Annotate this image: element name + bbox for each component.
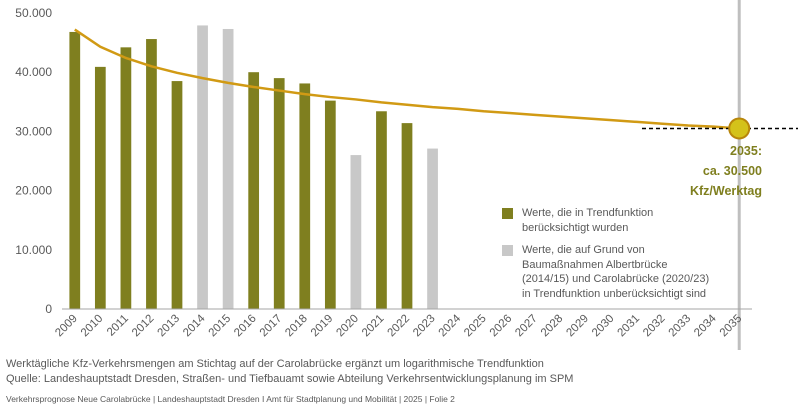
x-tick-label-2016: 2016 (232, 313, 259, 340)
x-tick-label-2024: 2024 (437, 312, 464, 339)
legend-swatch-excluded (502, 245, 513, 256)
x-tick-label-2033: 2033 (667, 313, 694, 340)
bar-2014 (197, 25, 208, 309)
caption: Werktägliche Kfz-Verkehrsmengen am Stich… (6, 357, 573, 386)
x-tick-label-2023: 2023 (411, 313, 438, 340)
legend-item-considered: Werte, die in Trendfunktion berücksichti… (502, 206, 792, 235)
x-tick-label-2017: 2017 (258, 313, 285, 340)
bar-2023 (427, 148, 438, 309)
y-tick-label: 10.000 (15, 243, 52, 257)
bar-2013 (171, 81, 183, 309)
legend-item-excluded: Werte, die auf Grund von Baumaßnahmen Al… (502, 243, 792, 301)
caption-description: Werktägliche Kfz-Verkehrsmengen am Stich… (6, 358, 544, 370)
x-tick-label-2032: 2032 (641, 313, 668, 340)
bar-2019 (324, 100, 336, 309)
bar-2018 (299, 83, 311, 309)
x-tick-label-2025: 2025 (462, 313, 489, 340)
annotation-marker (728, 117, 751, 140)
bar-2011 (120, 47, 132, 309)
y-tick-label: 0 (45, 302, 52, 316)
x-tick-label-2010: 2010 (79, 313, 106, 340)
x-tick-label-2019: 2019 (309, 313, 336, 340)
bar-2015 (222, 28, 234, 309)
x-tick-label-2034: 2034 (692, 312, 719, 339)
x-tick-label-2029: 2029 (564, 313, 591, 340)
bar-2021 (376, 111, 387, 309)
x-tick-label-2011: 2011 (105, 313, 131, 339)
bar-2017 (273, 78, 285, 310)
x-tick-label-2021: 2021 (360, 313, 387, 340)
x-tick-label-2012: 2012 (130, 313, 157, 340)
x-tick-label-2027: 2027 (513, 313, 540, 340)
x-tick-label-2013: 2013 (156, 313, 183, 340)
trend-line (74, 28, 740, 130)
footer: Verkehrsprognose Neue Carolabrücke | Lan… (6, 394, 455, 404)
x-tick-label-2031: 2031 (616, 313, 643, 340)
bar-2012 (146, 39, 157, 309)
y-tick-label: 40.000 (15, 65, 52, 79)
x-tick-label-2028: 2028 (539, 313, 566, 340)
x-tick-label-2022: 2022 (386, 313, 413, 340)
bar-2010 (94, 66, 106, 309)
bar-2022 (401, 123, 413, 309)
annotation-text-line: ca. 30.500 (703, 164, 762, 178)
x-tick-label-2014: 2014 (181, 312, 208, 339)
bar-2016 (248, 72, 260, 309)
annotation-text-line: 2035: (730, 144, 762, 158)
x-tick-label-2009: 2009 (53, 313, 80, 340)
annotation-text-line: Kfz/Werktag (690, 184, 762, 198)
bar-2009 (69, 31, 81, 309)
legend: Werte, die in Trendfunktion berücksichti… (502, 206, 792, 301)
x-tick-label-2015: 2015 (207, 313, 234, 340)
x-tick-label-2020: 2020 (334, 313, 361, 340)
legend-label-considered: Werte, die in Trendfunktion berücksichti… (522, 207, 654, 234)
x-tick-label-2030: 2030 (590, 313, 617, 340)
y-tick-label: 50.000 (15, 6, 52, 20)
bar-2020 (350, 155, 362, 309)
x-tick-label-2018: 2018 (283, 313, 310, 340)
y-tick-label: 30.000 (15, 124, 52, 138)
y-tick-label: 20.000 (15, 184, 52, 198)
x-tick-label-2026: 2026 (488, 313, 515, 340)
legend-swatch-considered (502, 208, 513, 219)
caption-source: Quelle: Landeshauptstadt Dresden, Straße… (6, 372, 574, 385)
legend-label-excluded: Werte, die auf Grund von Baumaßnahmen Al… (522, 244, 710, 300)
